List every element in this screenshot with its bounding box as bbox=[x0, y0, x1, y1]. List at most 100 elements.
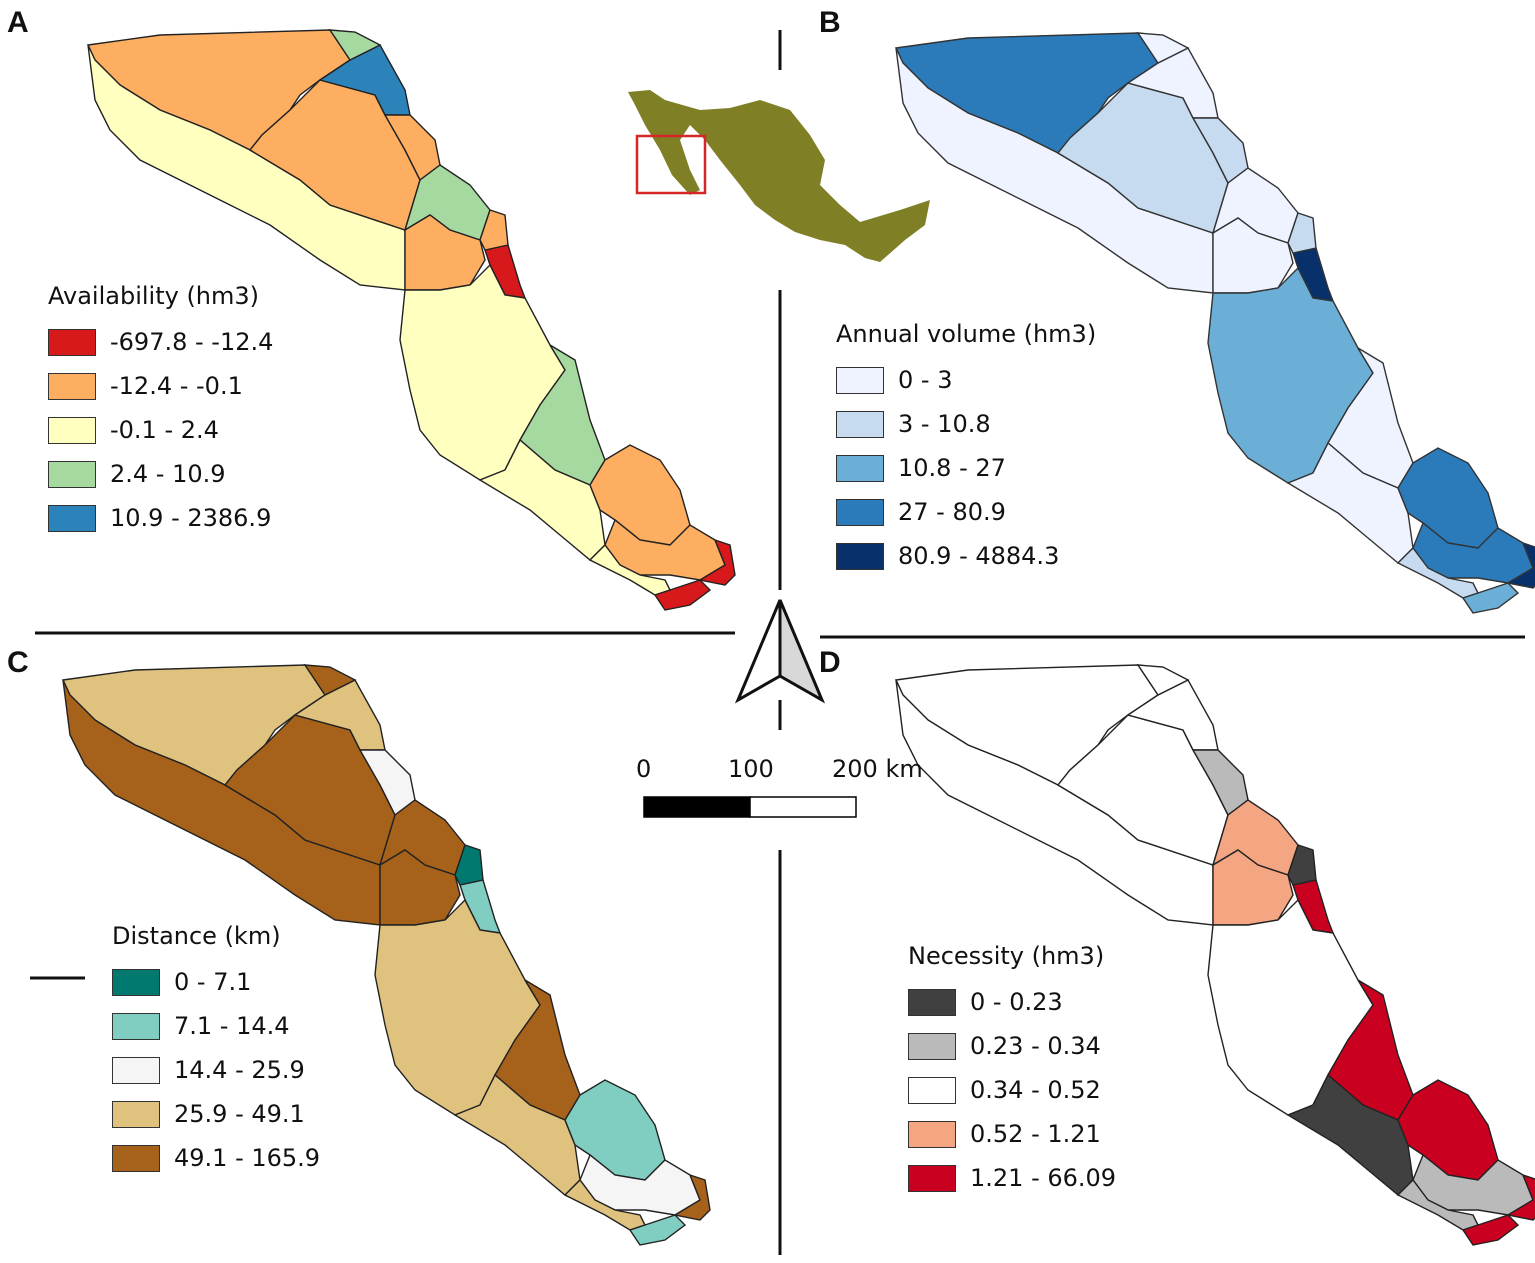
legend-swatch bbox=[48, 372, 96, 400]
region-b-central-coast bbox=[1287, 212, 1317, 254]
legend-swatch bbox=[112, 968, 160, 996]
scale-label-0: 0 bbox=[636, 755, 652, 783]
region-a-central-coast bbox=[479, 209, 509, 251]
scale-label-100: 100 bbox=[728, 755, 774, 783]
legend-swatch bbox=[112, 1012, 160, 1040]
legend-item: 7.1 - 14.4 bbox=[112, 1004, 320, 1048]
region-c-north-east-tip bbox=[303, 664, 357, 696]
region-d-tip bbox=[1461, 1214, 1520, 1246]
legend-label: 80.9 - 4884.3 bbox=[898, 542, 1060, 570]
region-a-deficit-tip bbox=[653, 579, 712, 611]
region-c-dark-teal-coast bbox=[454, 844, 484, 886]
legend-swatch bbox=[48, 504, 96, 532]
legend-swatch bbox=[112, 1100, 160, 1128]
panel-dividers bbox=[30, 30, 1525, 1255]
legend-item: 0.23 - 0.34 bbox=[908, 1024, 1116, 1068]
region-a-south-east-block bbox=[589, 444, 691, 546]
legend-item: 25.9 - 49.1 bbox=[112, 1092, 320, 1136]
legend-title: Annual volume (hm3) bbox=[836, 320, 1097, 348]
legend-item: -0.1 - 2.4 bbox=[48, 408, 273, 452]
region-b-dark-south-east bbox=[1506, 541, 1535, 589]
region-d-dark-coast bbox=[1287, 844, 1317, 886]
legend-label: -0.1 - 2.4 bbox=[110, 416, 219, 444]
legend-item: 1.21 - 66.09 bbox=[908, 1156, 1116, 1200]
panel-letter-a: A bbox=[7, 6, 29, 39]
legend-swatch bbox=[908, 1076, 956, 1104]
legend-label: 25.9 - 49.1 bbox=[174, 1100, 305, 1128]
legend-swatch bbox=[836, 454, 884, 482]
scale-bar-segment-black bbox=[643, 796, 751, 818]
legend-label: 0.34 - 0.52 bbox=[970, 1076, 1101, 1104]
legend-annual-volume: Annual volume (hm3) 0 - 3 3 - 10.8 10.8 … bbox=[836, 320, 1096, 578]
map-panel-d bbox=[894, 664, 1535, 1246]
region-b-north-east-tip bbox=[1136, 32, 1190, 64]
inset-mexico-map bbox=[628, 90, 930, 262]
scale-bar-segment-white bbox=[749, 796, 857, 818]
legend-distance: Distance (km) 0 - 7.1 7.1 - 14.4 14.4 - … bbox=[112, 922, 320, 1180]
region-c-tip bbox=[628, 1214, 687, 1246]
region-d-south-east bbox=[1506, 1173, 1535, 1221]
legend-label: 0.23 - 0.34 bbox=[970, 1032, 1101, 1060]
legend-label: -697.8 - -12.4 bbox=[110, 328, 274, 356]
region-b-south-tip-west bbox=[1396, 546, 1479, 599]
legend-label: -12.4 - -0.1 bbox=[110, 372, 243, 400]
legend-label: 7.1 - 14.4 bbox=[174, 1012, 290, 1040]
legend-item: -12.4 - -0.1 bbox=[48, 364, 273, 408]
legend-label: 10.8 - 27 bbox=[898, 454, 1006, 482]
legend-swatch bbox=[112, 1056, 160, 1084]
region-c-south-tip-west bbox=[563, 1178, 646, 1231]
legend-swatch bbox=[908, 1032, 956, 1060]
inset-study-area-box bbox=[635, 134, 707, 195]
legend-swatch bbox=[48, 416, 96, 444]
region-d-south-tip-west bbox=[1396, 1178, 1479, 1231]
legend-swatch bbox=[112, 1144, 160, 1172]
north-arrow-icon bbox=[734, 599, 826, 704]
panel-letter-d: D bbox=[819, 646, 841, 679]
legend-availability: Availability (hm3) -697.8 - -12.4 -12.4 … bbox=[48, 282, 273, 540]
map-panel-a bbox=[86, 29, 736, 611]
legend-label: 1.21 - 66.09 bbox=[970, 1164, 1117, 1192]
legend-swatch bbox=[836, 410, 884, 438]
legend-item: -697.8 - -12.4 bbox=[48, 320, 273, 364]
region-c-south-east bbox=[673, 1173, 711, 1221]
legend-item: 2.4 - 10.9 bbox=[48, 452, 273, 496]
legend-label: 10.9 - 2386.9 bbox=[110, 504, 272, 532]
panel-letter-b: B bbox=[819, 6, 841, 39]
legend-label: 49.1 - 165.9 bbox=[174, 1144, 321, 1172]
legend-swatch bbox=[836, 366, 884, 394]
legend-title: Availability (hm3) bbox=[48, 282, 260, 310]
region-c-south-east-block bbox=[564, 1079, 666, 1181]
inset-mexico-outline bbox=[628, 90, 930, 262]
legend-label: 0.52 - 1.21 bbox=[970, 1120, 1101, 1148]
legend-swatch bbox=[836, 498, 884, 526]
legend-item: 0 - 3 bbox=[836, 358, 1096, 402]
legend-label: 14.4 - 25.9 bbox=[174, 1056, 305, 1084]
legend-swatch bbox=[908, 1120, 956, 1148]
region-b-tip bbox=[1461, 582, 1520, 614]
legend-necessity: Necessity (hm3) 0 - 0.23 0.23 - 0.34 0.3… bbox=[908, 942, 1116, 1200]
region-a-north-east-tip bbox=[328, 29, 382, 61]
region-a-deficit-south-east bbox=[698, 538, 736, 586]
legend-item: 0.52 - 1.21 bbox=[908, 1112, 1116, 1156]
legend-item: 3 - 10.8 bbox=[836, 402, 1096, 446]
legend-title: Necessity (hm3) bbox=[908, 942, 1105, 970]
legend-swatch bbox=[48, 460, 96, 488]
region-d-north-east-tip bbox=[1136, 664, 1190, 696]
legend-swatch bbox=[48, 328, 96, 356]
region-d-south-east-block bbox=[1397, 1079, 1499, 1181]
legend-item: 14.4 - 25.9 bbox=[112, 1048, 320, 1092]
legend-item: 0 - 7.1 bbox=[112, 960, 320, 1004]
legend-title: Distance (km) bbox=[112, 922, 281, 950]
map-panel-c bbox=[61, 664, 711, 1246]
legend-item: 10.9 - 2386.9 bbox=[48, 496, 273, 540]
legend-swatch bbox=[908, 1164, 956, 1192]
legend-item: 80.9 - 4884.3 bbox=[836, 534, 1096, 578]
legend-swatch bbox=[908, 988, 956, 1016]
scale-bar bbox=[643, 796, 857, 818]
region-b-south-east-block bbox=[1397, 447, 1499, 549]
map-panel-b bbox=[894, 32, 1535, 614]
region-a-south-tip-west bbox=[588, 543, 671, 596]
legend-item: 10.8 - 27 bbox=[836, 446, 1096, 490]
legend-item: 0 - 0.23 bbox=[908, 980, 1116, 1024]
